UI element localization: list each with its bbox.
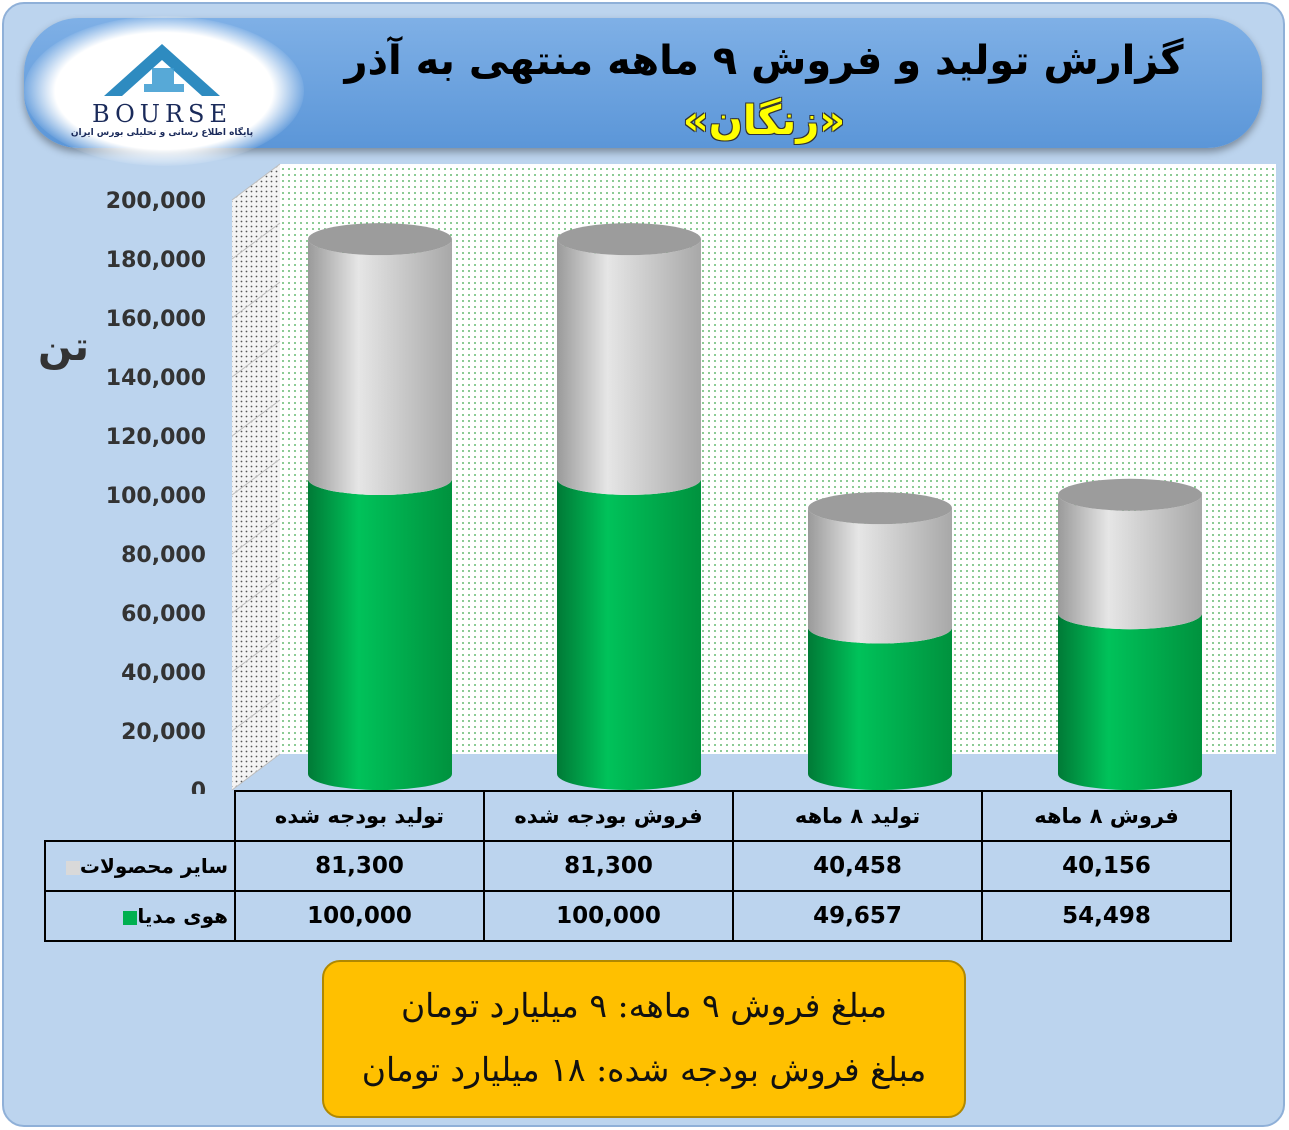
bar-stack [308,223,452,790]
gridline [231,753,281,791]
category-label: تولید بودجه شده [234,790,485,842]
legend-swatch-gray-icon [65,860,80,875]
bar-segment-other [557,239,701,495]
legend-entry-other: سایر محصولات [44,840,236,892]
legend-entry-media: هوی مدیا [44,890,236,942]
bar-segment-media [1058,613,1202,790]
data-label: 100,000 [234,890,485,942]
gridline [231,576,281,614]
bar-stack [808,492,952,790]
bar-segment-other [1058,494,1202,630]
summary-line-budget: مبلغ فروش بودجه شده: ۱۸ میلیارد تومان [361,1050,927,1089]
plot-back-wall [280,164,1276,754]
bar-stack [1058,478,1202,790]
y-tick-label: 0 [191,779,206,794]
data-label: 40,458 [732,840,983,892]
summary-box: مبلغ فروش ۹ ماهه: ۹ میلیارد تومان مبلغ ف… [322,960,966,1118]
legend-name: سایر محصولات [79,854,228,878]
gridline [231,222,281,260]
y-tick-label: 160,000 [106,307,206,332]
legend-name: هوی مدیا [137,904,228,928]
logo-word: BOURSE [91,100,232,128]
category-label: فروش بودجه شده [483,790,734,842]
table-header-row: تولید بودجه شده فروش بودجه شده تولید ۸ م… [45,790,1232,842]
y-tick-label: 180,000 [106,248,206,273]
bar-segment-other [308,239,452,495]
data-label: 81,300 [234,840,485,892]
y-tick-label: 140,000 [106,366,206,391]
y-tick-label: 120,000 [106,425,206,450]
table-row: هوی مدیا 100,000 100,000 49,657 54,498 [44,890,1232,942]
bar-stack [557,223,701,790]
logo-subtitle: پایگاه اطلاع رسانی و تحلیلی بورس ایران [70,128,254,138]
data-label: 49,657 [732,890,983,942]
legend-swatch-green-icon [123,910,138,925]
bar-cap [557,223,701,256]
gridline [231,635,281,673]
y-tick-label: 60,000 [121,602,206,627]
chart-subtitle: «زنگان» [682,98,846,144]
bar-cap [308,223,452,256]
data-label: 100,000 [483,890,734,942]
gridlines [231,163,281,791]
summary-line-sales: مبلغ فروش ۹ ماهه: ۹ میلیارد تومان [400,986,888,1025]
table-corner [45,791,236,841]
y-tick-label: 100,000 [106,484,206,509]
y-tick-label: 200,000 [106,189,206,214]
gridline [231,694,281,732]
y-tick-label: 80,000 [121,543,206,568]
chart-title: گزارش تولید و فروش ۹ ماهه منتهی به آذر [344,38,1184,84]
gridline [231,340,281,378]
gridline [231,458,281,496]
bar-cap [808,492,952,525]
gridline [231,163,281,201]
category-label: فروش ۸ ماهه [981,790,1232,842]
bar-segment-other [808,508,952,644]
gridline [231,517,281,555]
y-tick-label: 20,000 [121,720,206,745]
gridline [231,281,281,319]
chart-bars [308,223,1202,790]
y-axis-label: تن [38,324,90,370]
data-label: 81,300 [483,840,734,892]
data-table: تولید بودجه شده فروش بودجه شده تولید ۸ م… [44,790,1232,942]
y-axis-ticks: 0 20,000 40,000 60,000 80,000 100,000 120,000 1… [106,189,206,794]
data-label: 54,498 [981,890,1232,942]
bar-cap [1058,478,1202,511]
bar-segment-media [557,479,701,790]
logo-mark-icon [104,44,220,96]
chart-plot: 0 20,000 40,000 60,000 80,000 100,000 120,000 1… [106,163,1276,794]
data-label: 40,156 [981,840,1232,892]
gridline [231,399,281,437]
category-label: تولید ۸ ماهه [732,790,983,842]
y-tick-label: 40,000 [121,661,206,686]
table-row: سایر محصولات 81,300 81,300 40,458 40,156 [44,840,1232,892]
bar-segment-media [308,479,452,790]
bar-segment-media [808,627,952,790]
